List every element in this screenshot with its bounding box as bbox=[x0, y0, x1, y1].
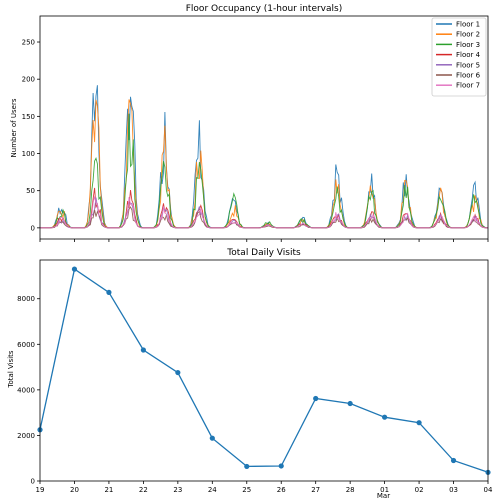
legend: Floor 1 Floor 2 Floor 3 Floor 4 Floor 5 Floor… bbox=[431, 17, 487, 97]
legend-label: Floor 7 bbox=[456, 82, 480, 90]
data-point bbox=[140, 347, 146, 353]
legend-box bbox=[431, 17, 487, 97]
y-ticks: 0 50 100 150 200 250 bbox=[22, 39, 40, 232]
series-group bbox=[40, 85, 488, 229]
series-line-floor-3 bbox=[40, 113, 488, 229]
y-tick-label: 0 bbox=[31, 224, 35, 232]
y-tick-label: 50 bbox=[26, 187, 35, 195]
y-tick-label: 200 bbox=[22, 76, 35, 84]
y-tick-label: 6000 bbox=[17, 341, 35, 349]
x-tick-label: 28 bbox=[346, 486, 355, 494]
y-tick-label: 250 bbox=[22, 39, 35, 47]
legend-label: Floor 2 bbox=[456, 31, 480, 39]
y-axis-label: Total Visits bbox=[7, 350, 15, 388]
chart-title: Total Daily Visits bbox=[226, 248, 301, 258]
month-label: Mar bbox=[377, 492, 390, 500]
series-line-floor-4 bbox=[40, 187, 488, 229]
x-ticks: 19 20 21 22 23 24 25 26 27 28 01 02 03 04 bbox=[36, 481, 493, 494]
x-tick-label: 04 bbox=[484, 486, 493, 494]
x-tick-label: 03 bbox=[449, 486, 458, 494]
x-tick-label: 01 bbox=[380, 486, 389, 494]
data-point bbox=[416, 420, 422, 426]
y-tick-label: 150 bbox=[22, 113, 35, 121]
total-visits-line bbox=[39, 268, 489, 473]
legend-label: Floor 1 bbox=[456, 21, 480, 29]
series-line-floor-7 bbox=[40, 196, 488, 229]
total-daily-visits-chart: Total Daily Visits Total Visits 0 2000 400… bbox=[7, 248, 493, 500]
chart-title: Floor Occupancy (1-hour intervals) bbox=[186, 4, 342, 14]
x-tick-label: 27 bbox=[311, 486, 320, 494]
data-point bbox=[313, 395, 319, 402]
series-line-floor-5 bbox=[40, 197, 488, 229]
series-line-floor-1 bbox=[40, 85, 488, 229]
data-point bbox=[347, 400, 353, 407]
x-tick-label: 25 bbox=[242, 486, 251, 494]
legend-label: Floor 4 bbox=[456, 51, 481, 59]
data-point bbox=[71, 266, 78, 272]
data-point bbox=[175, 369, 181, 376]
plot-frame bbox=[39, 15, 489, 240]
x-tick-label: 23 bbox=[173, 486, 182, 494]
y-tick-label: 2000 bbox=[17, 432, 35, 440]
x-tick-label: 22 bbox=[139, 486, 148, 494]
y-tick-label: 8000 bbox=[17, 295, 35, 303]
series-line-floor-2 bbox=[40, 99, 488, 229]
x-tick-label: 19 bbox=[36, 486, 45, 494]
y-axis-label: Number of Users bbox=[10, 98, 18, 157]
plot-frame bbox=[39, 259, 489, 482]
data-point bbox=[382, 414, 388, 420]
legend-label: Floor 6 bbox=[456, 72, 481, 80]
x-ticks bbox=[39, 239, 489, 242]
x-tick-label: 02 bbox=[415, 486, 424, 494]
floor-occupancy-chart: Floor Occupancy (1-hour intervals) Numbe… bbox=[10, 4, 489, 242]
x-tick-label: 26 bbox=[277, 486, 286, 494]
y-tick-label: 0 bbox=[31, 478, 35, 486]
y-ticks: 0 2000 4000 6000 8000 bbox=[17, 295, 40, 486]
x-tick-label: 24 bbox=[208, 486, 217, 494]
data-points bbox=[37, 266, 491, 475]
x-tick-label: 21 bbox=[104, 486, 113, 494]
legend-label: Floor 3 bbox=[456, 41, 480, 49]
y-tick-label: 100 bbox=[22, 150, 35, 158]
y-tick-label: 4000 bbox=[17, 386, 35, 394]
data-point bbox=[450, 457, 457, 464]
data-point bbox=[278, 463, 284, 469]
legend-label: Floor 5 bbox=[456, 61, 480, 69]
data-point bbox=[244, 463, 250, 470]
data-point bbox=[209, 435, 215, 441]
x-tick-label: 20 bbox=[70, 486, 79, 494]
data-point bbox=[106, 289, 112, 295]
